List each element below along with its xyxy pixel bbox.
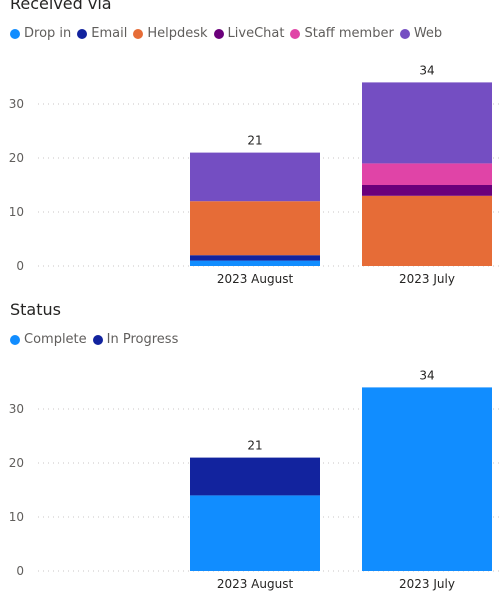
- chart-title: Received via: [10, 0, 112, 13]
- legend-item-in-progress[interactable]: In Progress: [92, 332, 179, 347]
- legend-marker: [77, 28, 88, 39]
- legend-label: LiveChat: [227, 26, 285, 41]
- legend-marker: [213, 28, 224, 39]
- bar-total-label: 34: [419, 63, 434, 77]
- x-category-label: 2023 July: [399, 577, 455, 591]
- y-tick-label: 0: [16, 259, 24, 273]
- legend-marker: [10, 334, 20, 345]
- bar-drop-in: [190, 260, 320, 266]
- bar-email: [190, 255, 320, 261]
- bar-livechat: [362, 185, 492, 196]
- bar-in-progress: [190, 457, 320, 496]
- y-tick-label: 20: [9, 151, 24, 165]
- legend-label: In Progress: [106, 332, 179, 347]
- legend-marker: [133, 28, 144, 39]
- legend-item-web[interactable]: Web: [399, 26, 443, 41]
- bar-total-label: 21: [247, 439, 262, 453]
- bar-complete: [362, 387, 492, 571]
- legend: Complete In Progress: [10, 332, 184, 347]
- bar-web: [190, 152, 320, 202]
- legend-label: Web: [413, 26, 443, 41]
- plot-area: 0 10 20 30 21 2023 August 34 2023 July: [9, 368, 500, 591]
- bar-total-label: 21: [247, 134, 262, 148]
- bar-web: [362, 82, 492, 164]
- y-tick-label: 0: [16, 564, 24, 578]
- bar-complete: [190, 495, 320, 571]
- received-via-chart: Received via Drop in Email Helpdesk LiveCha…: [9, 0, 500, 286]
- x-category-label: 2023 July: [399, 272, 455, 286]
- bar-staff-member: [362, 163, 492, 185]
- legend: Drop in Email Helpdesk LiveChat Staff member…: [10, 26, 448, 41]
- legend-item-staff-member[interactable]: Staff member: [290, 26, 394, 41]
- y-tick-label: 20: [9, 456, 24, 470]
- y-tick-label: 30: [9, 97, 24, 111]
- legend-item-helpdesk[interactable]: Helpdesk: [133, 26, 208, 41]
- legend-marker: [10, 28, 20, 39]
- y-tick-label: 30: [9, 402, 24, 416]
- x-category-label: 2023 August: [217, 577, 294, 591]
- legend-label: Staff member: [304, 26, 394, 41]
- legend-marker: [290, 28, 301, 39]
- legend-item-drop-in[interactable]: Drop in: [10, 26, 71, 41]
- chart-title: Status: [10, 300, 61, 319]
- legend-label: Email: [91, 26, 128, 41]
- legend-item-livechat[interactable]: LiveChat: [213, 26, 285, 41]
- status-chart: Status Complete In Progress 0 10 20 30 21 2023…: [0, 300, 503, 598]
- legend-marker: [399, 28, 410, 39]
- bar-helpdesk: [190, 201, 320, 256]
- legend-label: Drop in: [24, 26, 72, 41]
- bar-helpdesk: [362, 195, 492, 266]
- legend-label: Complete: [24, 332, 87, 347]
- y-tick-label: 10: [9, 510, 24, 524]
- legend-label: Helpdesk: [147, 26, 208, 41]
- y-tick-label: 10: [9, 205, 24, 219]
- legend-item-complete[interactable]: Complete: [10, 332, 87, 347]
- plot-area: 0 10 20 30 21 2023 August 34 2023 July: [9, 63, 500, 286]
- legend-marker: [92, 334, 103, 345]
- legend-item-email[interactable]: Email: [77, 26, 127, 41]
- x-category-label: 2023 August: [217, 272, 294, 286]
- bar-total-label: 34: [419, 368, 434, 382]
